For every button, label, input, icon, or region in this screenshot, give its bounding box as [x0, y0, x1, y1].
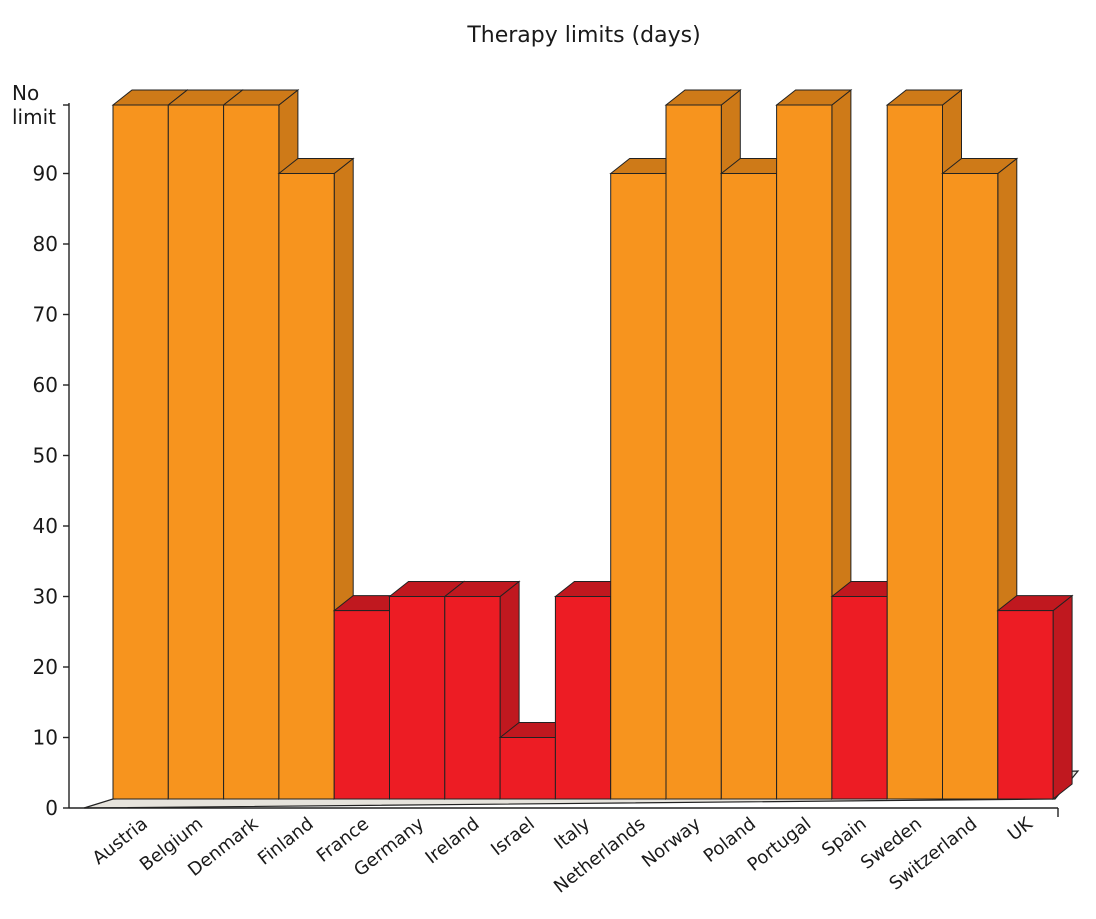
bar-front [886, 104, 944, 800]
y-tick-label: 70 [33, 303, 58, 327]
bar-front [554, 596, 612, 800]
bar-ireland [443, 580, 521, 801]
y-tick-label: 80 [33, 232, 58, 256]
bar-front [720, 173, 778, 800]
x-tick-label-uk: UK [1004, 813, 1038, 846]
y-tick-label: 0 [45, 796, 58, 820]
x-tick-label-finland: Finland [254, 813, 318, 869]
x-tick-label-ireland: Ireland [422, 813, 484, 868]
bar-front [167, 104, 225, 800]
bar-side [1052, 594, 1073, 801]
bar-front [223, 104, 280, 800]
bar-front [942, 173, 999, 800]
x-tick-label-italy: Italy [550, 813, 594, 854]
y-tick-label: 60 [33, 373, 58, 397]
bar-front [278, 173, 335, 800]
chart-title: Therapy limits (days) [466, 23, 700, 48]
x-tick-label-norway: Norway [638, 813, 705, 872]
y-tick-label-no-limit: No limit [12, 81, 56, 129]
bar-switzerland [941, 157, 1019, 801]
x-tick-label-israel: Israel [487, 813, 539, 860]
y-tick-label: 50 [33, 444, 58, 468]
y-tick-label: 40 [33, 514, 58, 538]
bar-front [333, 610, 391, 800]
bar-front [997, 610, 1054, 800]
bar-front [610, 173, 667, 800]
bar-front [444, 596, 501, 800]
bar-front [831, 596, 888, 800]
bar-front [776, 104, 833, 800]
y-tick-label: 90 [33, 162, 58, 186]
y-tick-label: 20 [33, 655, 58, 679]
bar-front [389, 596, 446, 800]
y-tick-label: 30 [33, 585, 58, 609]
bar-front [112, 104, 169, 800]
bar-front [499, 737, 556, 800]
bar-uk [996, 594, 1074, 801]
bar-front [665, 104, 722, 800]
y-tick-label: 10 [33, 726, 58, 750]
